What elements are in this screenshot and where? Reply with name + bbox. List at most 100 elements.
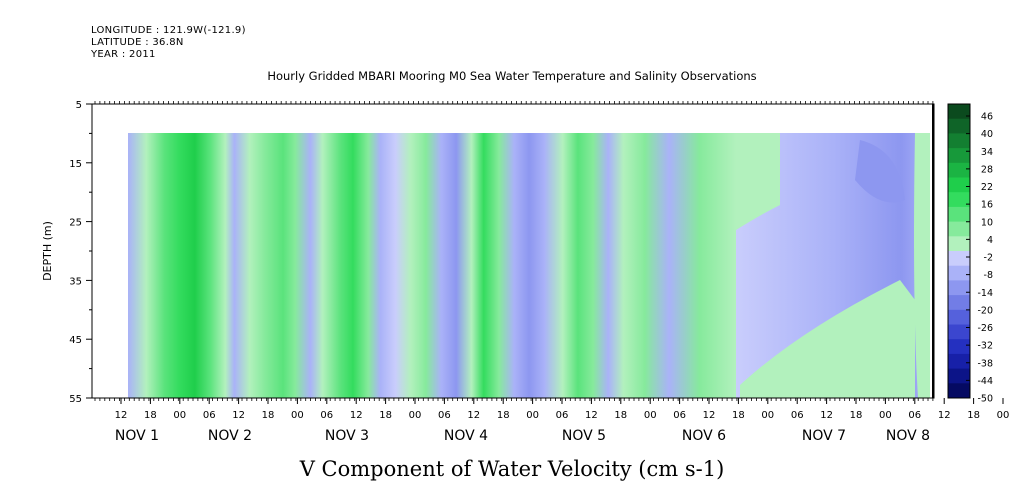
x-hour-label: 12 — [938, 410, 951, 421]
colorbar-swatch — [948, 192, 970, 208]
x-hour-label: 06 — [438, 410, 451, 421]
velocity-field — [128, 133, 736, 398]
x-day-label: NOV 6 — [682, 428, 726, 444]
y-tick-label: 5 — [76, 100, 82, 111]
x-hour-label: 06 — [556, 410, 569, 421]
x-day-label: NOV 2 — [208, 428, 252, 444]
minor-ticks — [94, 101, 934, 401]
colorbar-swatch — [948, 353, 970, 370]
x-hour-label: 00 — [291, 410, 304, 421]
year-label: YEAR : 2011 — [91, 49, 156, 60]
colorbar: 46 40 34 28 22 16 10 4 -2 -8 -14 -20 -26 -32 -38 -44 -50 — [947, 103, 993, 405]
x-hour-label: 12 — [585, 410, 598, 421]
x-day-label: NOV 8 — [886, 428, 930, 444]
x-hour-label: 12 — [820, 410, 833, 421]
colorbar-swatch — [948, 251, 970, 267]
deep-blue-patch — [855, 140, 905, 203]
colorbar-label: 4 — [987, 235, 993, 246]
x-day-label: NOV 7 — [802, 428, 846, 444]
colorbar-swatch — [948, 206, 970, 223]
x-hour-label: 12 — [703, 410, 716, 421]
y-axis: 5 15 25 35 45 55 — [69, 100, 92, 405]
colorbar-swatch — [948, 368, 970, 384]
colorbar-label: -14 — [977, 288, 993, 299]
x-day-label: NOV 1 — [115, 428, 159, 444]
colorbar-swatch — [948, 280, 970, 296]
colorbar-label: -50 — [977, 394, 993, 405]
colorbar-label: 28 — [981, 164, 993, 175]
colorbar-swatch — [948, 339, 970, 355]
colorbar-label: -20 — [977, 305, 993, 316]
colorbar-frame — [947, 103, 971, 399]
colorbar-label: 40 — [981, 129, 993, 140]
colorbar-label: 10 — [981, 217, 993, 228]
colorbar-swatch — [948, 383, 970, 399]
colorbar-swatch — [948, 133, 970, 149]
colorbar-swatch — [948, 324, 970, 340]
colorbar-swatch — [948, 118, 970, 134]
x-day-label: NOV 4 — [444, 428, 488, 444]
x-axis: 12 18 00 06 12 18 00 06 12 18 00 06 12 18 00 06 12 18 00 06… — [115, 398, 1009, 444]
x-hour-label: 06 — [791, 410, 804, 421]
colorbar-label: 46 — [981, 112, 993, 123]
x-hour-label: 18 — [850, 410, 863, 421]
y-tick-label: 45 — [69, 335, 82, 346]
colorbar-swatch — [948, 236, 970, 252]
colorbar-swatch — [948, 309, 970, 325]
x-hour-label: 06 — [673, 410, 686, 421]
y-tick-label: 35 — [69, 276, 82, 287]
colorbar-swatch — [948, 177, 970, 193]
x-hour-label: 18 — [144, 410, 157, 421]
x-hour-label: 00 — [761, 410, 774, 421]
colorbar-swatch — [948, 221, 970, 237]
x-hour-label: 18 — [379, 410, 392, 421]
colorbar-label: -32 — [977, 341, 993, 352]
colorbar-label: -26 — [977, 323, 993, 334]
x-hour-label: 18 — [732, 410, 745, 421]
x-hour-label: 00 — [997, 410, 1009, 421]
colorbar-swatch — [948, 104, 970, 120]
y-tick-label: 25 — [69, 218, 82, 229]
x-hour-label: 18 — [614, 410, 627, 421]
late-upper-tongue — [736, 133, 780, 230]
x-hour-label: 12 — [350, 410, 363, 421]
heatmap-field — [128, 133, 930, 398]
y-tick-label: 55 — [69, 394, 82, 405]
x-hour-label: 12 — [467, 410, 480, 421]
chart-title: Hourly Gridded MBARI Mooring M0 Sea Wate… — [267, 69, 756, 83]
x-hour-label: 00 — [879, 410, 892, 421]
colorbar-label: -8 — [984, 270, 993, 281]
colorbar-label: -38 — [977, 358, 993, 369]
x-day-label: NOV 3 — [325, 428, 369, 444]
colorbar-swatch — [948, 295, 970, 311]
x-hour-label: 06 — [320, 410, 333, 421]
colorbar-label: 16 — [981, 200, 993, 211]
x-hour-label: 18 — [967, 410, 980, 421]
longitude-label: LONGITUDE : 121.9W(-121.9) — [91, 25, 246, 36]
colorbar-label: -2 — [984, 253, 993, 264]
x-hour-label: 00 — [526, 410, 539, 421]
y-tick-label: 15 — [69, 159, 82, 170]
x-hour-label: 00 — [409, 410, 422, 421]
x-hour-label: 18 — [262, 410, 275, 421]
x-hour-label: 18 — [497, 410, 510, 421]
colorbar-swatch — [948, 265, 970, 281]
latitude-label: LATITUDE : 36.8N — [91, 37, 184, 48]
x-hour-label: 00 — [173, 410, 186, 421]
colorbar-swatch — [948, 148, 970, 164]
x-hour-label: 12 — [115, 410, 128, 421]
colorbar-label: 34 — [981, 147, 993, 158]
bottom-label: V Component of Water Velocity (cm s-1) — [299, 457, 725, 481]
y-axis-label: DEPTH (m) — [41, 221, 54, 281]
colorbar-swatch — [948, 162, 970, 178]
late-edge-band — [914, 133, 930, 398]
x-hour-label: 06 — [908, 410, 921, 421]
x-hour-label: 12 — [232, 410, 245, 421]
colorbar-label: -44 — [977, 376, 993, 387]
x-day-label: NOV 5 — [562, 428, 606, 444]
late-lower-tongue — [740, 280, 915, 398]
x-hour-label: 06 — [203, 410, 216, 421]
x-hour-label: 00 — [644, 410, 657, 421]
colorbar-label: 22 — [981, 182, 993, 193]
